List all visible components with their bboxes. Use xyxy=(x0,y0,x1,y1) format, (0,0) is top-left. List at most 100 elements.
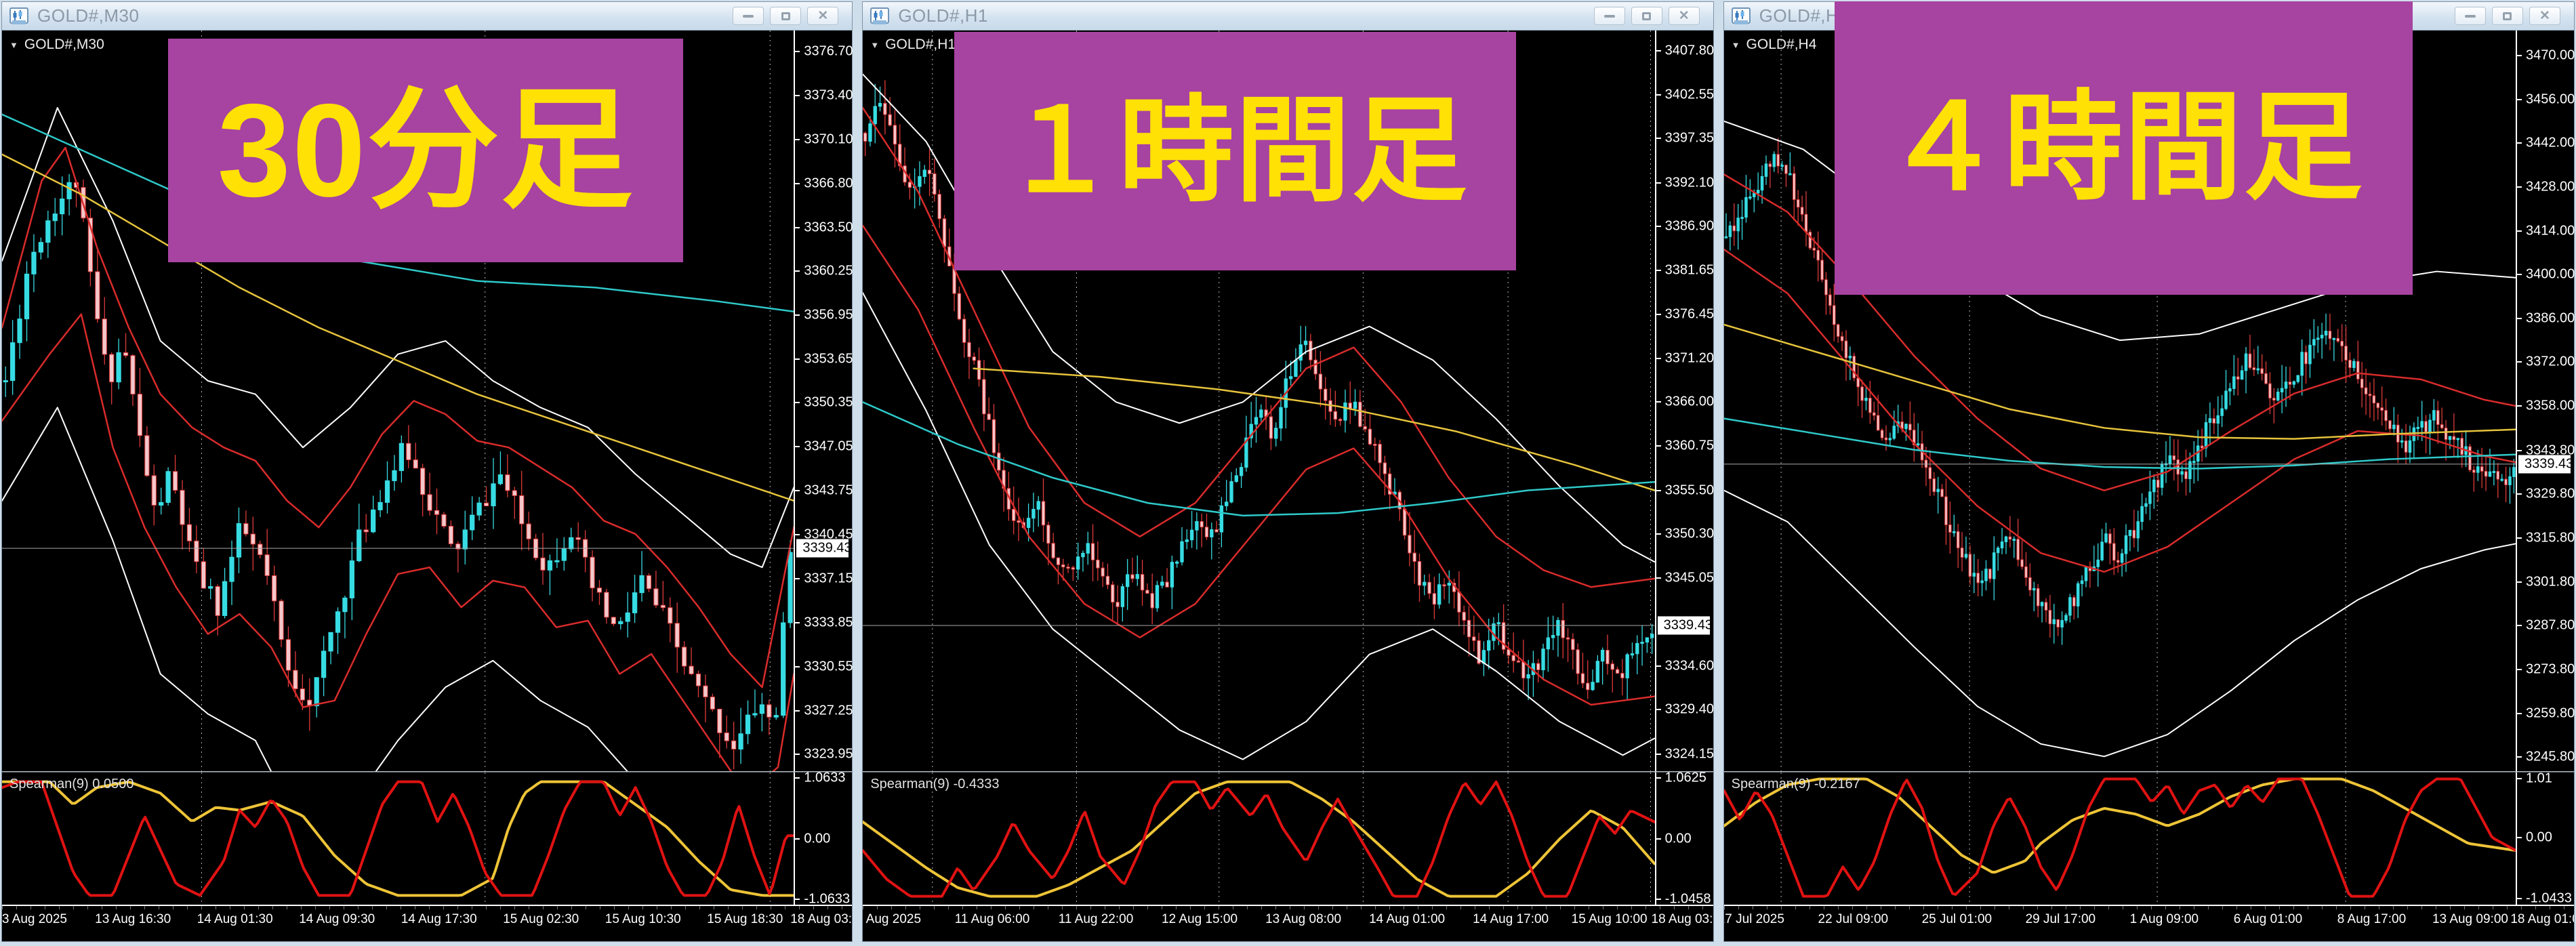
indicator-svg xyxy=(1723,773,2516,905)
indicator-tick-label: 0.00 xyxy=(804,831,831,846)
symbol-label[interactable]: ▼ GOLD#,M30 xyxy=(9,37,104,53)
price-axis[interactable]: 3339.43 3407.80 3402.55 3397.35 3392.10 3386… xyxy=(1654,30,1714,772)
price-tick-mark xyxy=(2516,449,2522,451)
time-axis-label: 18 Aug 03:30 xyxy=(790,912,853,926)
price-tick-mark xyxy=(1656,94,1661,96)
window-controls: ✕ xyxy=(2454,7,2560,25)
price-tick-label: 3287.80 xyxy=(2525,617,2575,633)
chart-window-h1[interactable]: GOLD#,H1 ✕ ▼ GOLD#,H1 １時間足 3339.43 3407. xyxy=(862,1,1714,942)
indicator-pane[interactable]: Spearman(9) -0.4333 xyxy=(863,772,1655,905)
timeframe-overlay-text: ４時間足 xyxy=(1883,82,2364,214)
symbol-label[interactable]: ▼ GOLD#,H1 xyxy=(870,37,956,53)
indicator-tick-label: -1.0458 xyxy=(1664,891,1711,907)
close-button[interactable]: ✕ xyxy=(2529,7,2560,25)
price-tick-label: 3402.55 xyxy=(1664,87,1714,102)
price-axis[interactable]: 3339.43 3470.00 3456.00 3442.00 3428.00 3414… xyxy=(2515,30,2575,772)
indicator-pane[interactable]: Spearman(9) 0.0500 xyxy=(2,772,794,905)
ma-cyan xyxy=(2,113,794,313)
price-tick-label: 3329.40 xyxy=(1664,701,1714,717)
price-tick-label: 3386.00 xyxy=(2525,310,2575,326)
current-price-tag: 3339.43 xyxy=(796,539,852,558)
window-controls: ✕ xyxy=(733,7,839,25)
price-tick-label: 3371.20 xyxy=(1664,350,1714,366)
price-chart-pane[interactable]: ▼ GOLD#,H1 １時間足 xyxy=(863,30,1655,772)
timeframe-overlay-label: 30分足 xyxy=(168,39,683,262)
minimize-button[interactable] xyxy=(733,7,764,25)
chart-window-m30[interactable]: GOLD#,M30 ✕ ▼ GOLD#,M30 30分足 3339.43 337 xyxy=(1,1,853,942)
window-titlebar[interactable]: GOLD#,M30 ✕ xyxy=(2,2,853,30)
close-button[interactable]: ✕ xyxy=(1668,7,1700,25)
price-axis[interactable]: 3339.43 3376.70 3373.40 3370.10 3366.80 3363… xyxy=(794,30,853,772)
price-tick-mark xyxy=(2516,625,2522,627)
main-chart-svg xyxy=(863,30,1655,771)
indicator-pane[interactable]: Spearman(9) -0.2167 xyxy=(1723,772,2516,905)
timeframe-overlay-text: 30分足 xyxy=(217,76,634,224)
timeframe-overlay-text: １時間足 xyxy=(1002,87,1469,215)
price-tick-mark xyxy=(1656,753,1661,755)
candlestick-series xyxy=(3,173,793,770)
band-white-lower xyxy=(1723,489,2516,758)
indicator-tick-mark xyxy=(795,838,800,840)
price-tick-mark xyxy=(795,621,800,623)
close-button[interactable]: ✕ xyxy=(807,7,839,25)
price-tick-label: 3345.05 xyxy=(1664,570,1714,585)
time-axis-label: 15 Aug 10:00 xyxy=(1571,912,1648,926)
indicator-axis[interactable]: 1.0625 0.00 -1.0458 xyxy=(1654,770,1713,907)
candlestick-series xyxy=(863,80,1654,701)
price-tick-mark xyxy=(1656,577,1661,579)
price-tick-label: 3343.75 xyxy=(804,482,853,498)
price-tick-mark xyxy=(1656,226,1661,228)
price-tick-label: 3337.15 xyxy=(804,571,853,586)
time-axis[interactable]: 8 Aug 2025 11 Aug 06:00 11 Aug 22:00 12 Aug… xyxy=(863,905,1713,941)
time-axis-label: 14 Aug 17:00 xyxy=(1473,912,1549,926)
window-titlebar[interactable]: GOLD#,H1 ✕ xyxy=(863,2,1713,30)
indicator-tick-mark xyxy=(2516,777,2522,779)
time-axis-label: 13 Aug 08:00 xyxy=(1265,912,1342,926)
window-title: GOLD#,H1 xyxy=(898,5,988,26)
indicator-axis[interactable]: 1.01 0.00 -1.0433 xyxy=(2515,770,2574,906)
time-axis-label: 14 Aug 17:30 xyxy=(401,912,477,926)
time-axis-label: 13 Aug 09:00 xyxy=(2432,912,2508,926)
price-tick-mark xyxy=(1656,270,1661,272)
restore-button[interactable] xyxy=(1631,7,1662,25)
time-axis-label: 15 Aug 18:30 xyxy=(707,912,783,926)
ma-yellow xyxy=(973,367,1655,491)
indicator-tick-mark xyxy=(2516,898,2522,900)
price-tick-mark xyxy=(2516,756,2522,758)
ma-cyan xyxy=(1723,417,2516,470)
indicator-axis[interactable]: 1.0633 0.00 -1.0633 xyxy=(794,770,853,906)
restore-button[interactable] xyxy=(770,7,802,25)
restore-button[interactable] xyxy=(2491,7,2523,25)
price-tick-label: 3333.85 xyxy=(804,615,853,630)
price-tick-mark xyxy=(795,95,800,97)
symbol-label-text: GOLD#,M30 xyxy=(24,37,104,52)
time-axis-label: 11 Aug 06:00 xyxy=(954,912,1030,926)
price-tick-mark xyxy=(795,270,800,272)
band-red-lower xyxy=(2,313,794,771)
price-tick-label: 3327.25 xyxy=(804,703,853,718)
indicator-tick-mark xyxy=(795,898,800,900)
time-axis-label: 15 Aug 10:30 xyxy=(605,912,681,926)
minimize-button[interactable] xyxy=(1593,7,1625,25)
price-tick-label: 3301.80 xyxy=(2525,574,2575,590)
price-tick-label: 3470.00 xyxy=(2525,47,2575,63)
price-tick-label: 3259.80 xyxy=(2525,705,2575,721)
price-chart-pane[interactable]: ▼ GOLD#,M30 30分足 xyxy=(2,30,794,772)
dropdown-icon: ▼ xyxy=(9,39,18,50)
indicator-tick-mark xyxy=(2516,837,2522,839)
timeframe-overlay-label: ４時間足 xyxy=(1835,1,2413,295)
minimize-button[interactable] xyxy=(2454,7,2486,25)
symbol-label[interactable]: ▼ GOLD#,H4 xyxy=(1732,37,1817,53)
chart-icon xyxy=(9,7,28,24)
ma-cyan xyxy=(863,401,1655,517)
price-tick-label: 3340.45 xyxy=(804,527,853,542)
chart-window-h4[interactable]: GOLD#,H4 ✕ ▼ GOLD#,H4 ４時間足 3339.43 3470. xyxy=(1723,1,2575,942)
price-chart-pane[interactable]: ▼ GOLD#,H4 ４時間足 xyxy=(1723,1,2516,772)
time-axis-label: 25 Jul 01:00 xyxy=(1921,912,1992,926)
time-axis[interactable]: 17 Jul 2025 22 Jul 09:00 25 Jul 01:00 29 Ju… xyxy=(1723,905,2574,941)
price-tick-label: 3376.70 xyxy=(804,43,853,59)
time-axis[interactable]: 13 Aug 2025 13 Aug 16:30 14 Aug 01:30 14 Au… xyxy=(2,905,853,941)
price-tick-label: 3407.80 xyxy=(1664,43,1714,58)
price-tick-label: 3397.35 xyxy=(1664,130,1714,146)
price-tick-label: 3428.00 xyxy=(2525,179,2575,194)
